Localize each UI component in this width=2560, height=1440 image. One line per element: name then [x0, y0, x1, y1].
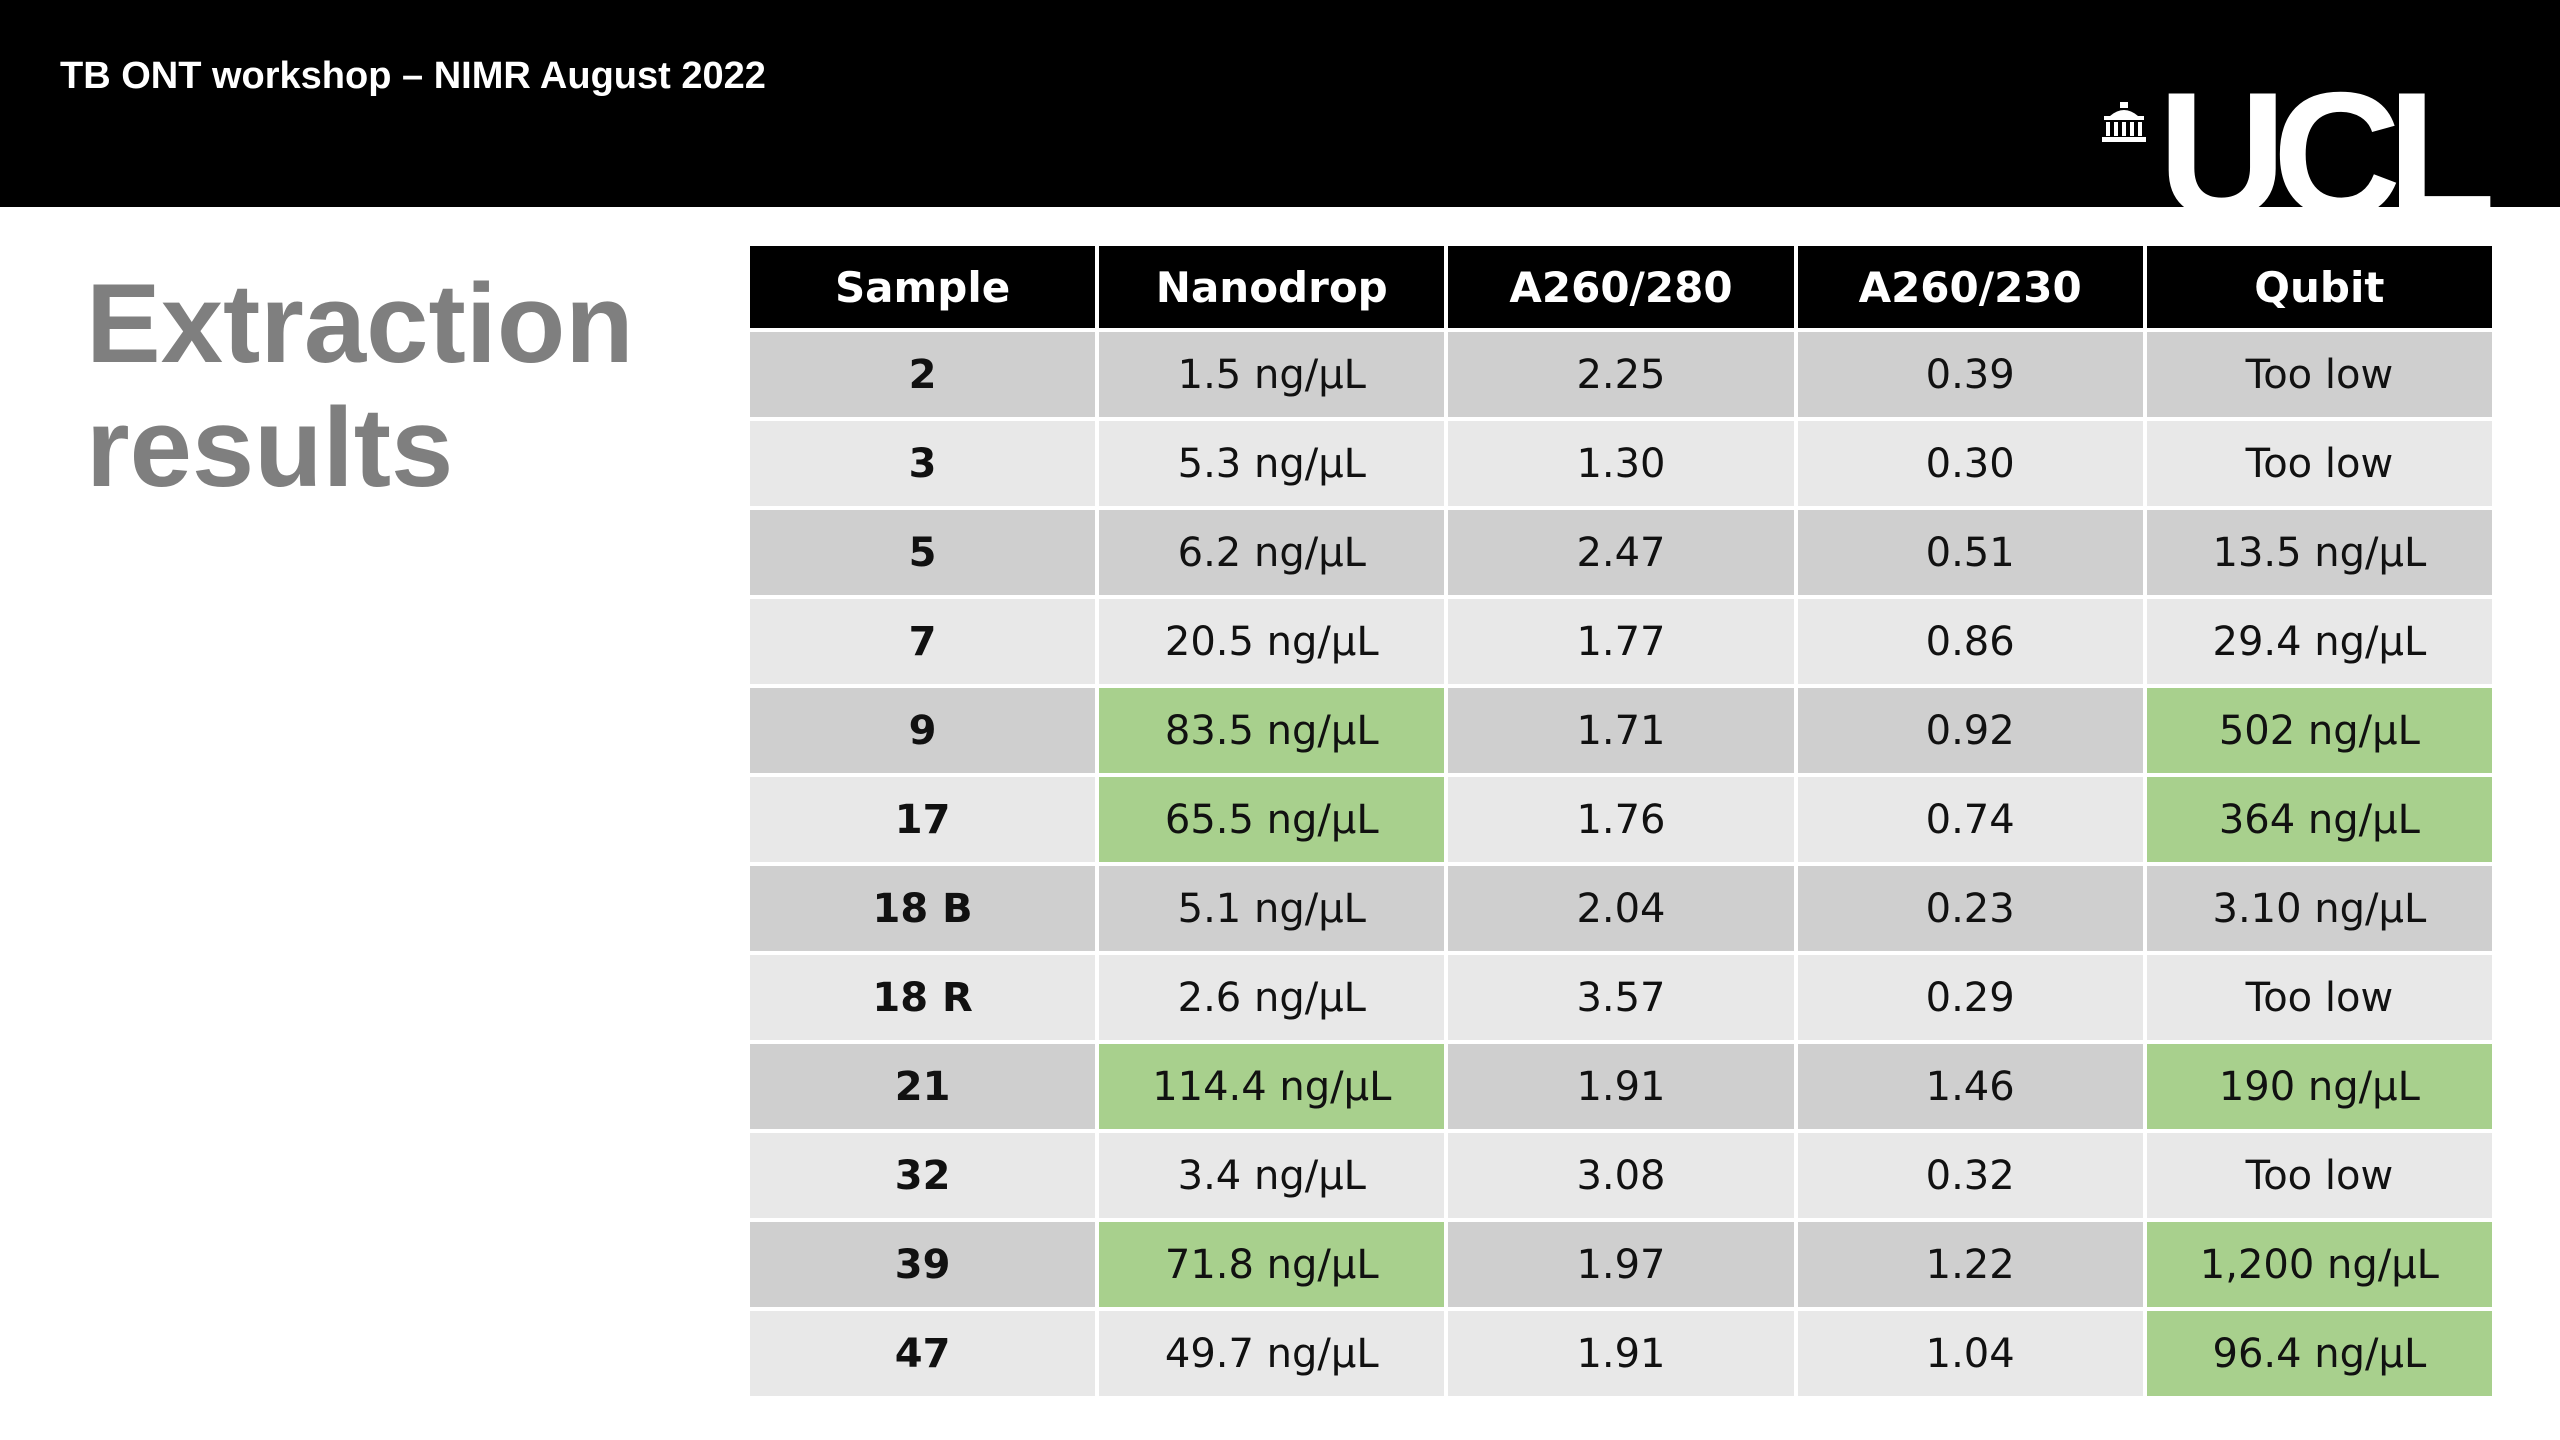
column-header-qubit: Qubit [2146, 246, 2492, 328]
table-header: Sample Nanodrop A260/280 A260/230 Qubit [750, 246, 2492, 328]
sample-cell: 9 [750, 688, 1096, 773]
table-row: 32 3.4 ng/µL 3.08 0.32 Too low [750, 1133, 2492, 1218]
qubit-cell: Too low [2146, 1133, 2492, 1218]
sample-cell: 7 [750, 599, 1096, 684]
column-header-a260-230: A260/230 [1797, 246, 2143, 328]
table-row: 47 49.7 ng/µL 1.91 1.04 96.4 ng/µL [750, 1311, 2492, 1396]
nanodrop-cell: 1.5 ng/µL [1099, 332, 1445, 417]
table-row: 18 B 5.1 ng/µL 2.04 0.23 3.10 ng/µL [750, 866, 2492, 951]
a260-230-cell: 1.04 [1797, 1311, 2143, 1396]
qubit-cell: Too low [2146, 332, 2492, 417]
a260-280-cell: 1.77 [1448, 599, 1794, 684]
workshop-title: TB ONT workshop – NIMR August 2022 [60, 55, 766, 97]
sample-cell: 32 [750, 1133, 1096, 1218]
a260-230-cell: 0.30 [1797, 421, 2143, 506]
a260-230-cell: 0.32 [1797, 1133, 2143, 1218]
a260-280-cell: 1.71 [1448, 688, 1794, 773]
table-row: 39 71.8 ng/µL 1.97 1.22 1,200 ng/µL [750, 1222, 2492, 1307]
a260-230-cell: 1.22 [1797, 1222, 2143, 1307]
column-header-a260-280: A260/280 [1448, 246, 1794, 328]
a260-230-cell: 0.92 [1797, 688, 2143, 773]
nanodrop-cell: 6.2 ng/µL [1099, 510, 1445, 595]
qubit-cell: 13.5 ng/µL [2146, 510, 2492, 595]
sample-cell: 39 [750, 1222, 1096, 1307]
nanodrop-cell: 114.4 ng/µL [1099, 1044, 1445, 1129]
a260-230-cell: 0.29 [1797, 955, 2143, 1040]
a260-230-cell: 0.86 [1797, 599, 2143, 684]
nanodrop-cell: 71.8 ng/µL [1099, 1222, 1445, 1307]
extraction-results-table: Sample Nanodrop A260/280 A260/230 Qubit … [746, 242, 2496, 1400]
qubit-cell: 502 ng/µL [2146, 688, 2492, 773]
table-row: 2 1.5 ng/µL 2.25 0.39 Too low [750, 332, 2492, 417]
qubit-cell: 96.4 ng/µL [2146, 1311, 2492, 1396]
table-body: 2 1.5 ng/µL 2.25 0.39 Too low 3 5.3 ng/µL 1.30 0… [750, 332, 2492, 1396]
a260-280-cell: 2.04 [1448, 866, 1794, 951]
a260-280-cell: 2.25 [1448, 332, 1794, 417]
qubit-cell: 29.4 ng/µL [2146, 599, 2492, 684]
sample-cell: 21 [750, 1044, 1096, 1129]
nanodrop-cell: 3.4 ng/µL [1099, 1133, 1445, 1218]
nanodrop-cell: 83.5 ng/µL [1099, 688, 1445, 773]
slide-title-line-1: Extraction [86, 261, 634, 386]
table-row: 9 83.5 ng/µL 1.71 0.92 502 ng/µL [750, 688, 2492, 773]
a260-230-cell: 0.23 [1797, 866, 2143, 951]
table-row: 3 5.3 ng/µL 1.30 0.30 Too low [750, 421, 2492, 506]
nanodrop-cell: 5.3 ng/µL [1099, 421, 1445, 506]
nanodrop-cell: 65.5 ng/µL [1099, 777, 1445, 862]
table-row: 17 65.5 ng/µL 1.76 0.74 364 ng/µL [750, 777, 2492, 862]
sample-cell: 3 [750, 421, 1096, 506]
qubit-cell: 190 ng/µL [2146, 1044, 2492, 1129]
header-bar: TB ONT workshop – NIMR August 2022 UCL [0, 0, 2560, 244]
a260-230-cell: 0.39 [1797, 332, 2143, 417]
portico-icon [2102, 102, 2146, 142]
table-row: 7 20.5 ng/µL 1.77 0.86 29.4 ng/µL [750, 599, 2492, 684]
slide-title: Extraction results [86, 262, 706, 510]
qubit-cell: 364 ng/µL [2146, 777, 2492, 862]
qubit-cell: Too low [2146, 421, 2492, 506]
a260-230-cell: 0.74 [1797, 777, 2143, 862]
ucl-logo: UCL [2100, 66, 2500, 244]
table-row: 21 114.4 ng/µL 1.91 1.46 190 ng/µL [750, 1044, 2492, 1129]
qubit-cell: 1,200 ng/µL [2146, 1222, 2492, 1307]
sample-cell: 47 [750, 1311, 1096, 1396]
a260-280-cell: 3.08 [1448, 1133, 1794, 1218]
a260-230-cell: 0.51 [1797, 510, 2143, 595]
a260-280-cell: 2.47 [1448, 510, 1794, 595]
sample-cell: 5 [750, 510, 1096, 595]
nanodrop-cell: 5.1 ng/µL [1099, 866, 1445, 951]
a260-280-cell: 1.30 [1448, 421, 1794, 506]
table-row: 18 R 2.6 ng/µL 3.57 0.29 Too low [750, 955, 2492, 1040]
a260-280-cell: 1.76 [1448, 777, 1794, 862]
qubit-cell: Too low [2146, 955, 2492, 1040]
table-header-row: Sample Nanodrop A260/280 A260/230 Qubit [750, 246, 2492, 328]
sample-cell: 18 R [750, 955, 1096, 1040]
a260-280-cell: 1.91 [1448, 1311, 1794, 1396]
sample-cell: 18 B [750, 866, 1096, 951]
a260-280-cell: 1.97 [1448, 1222, 1794, 1307]
column-header-nanodrop: Nanodrop [1099, 246, 1445, 328]
a260-280-cell: 1.91 [1448, 1044, 1794, 1129]
nanodrop-cell: 20.5 ng/µL [1099, 599, 1445, 684]
nanodrop-cell: 2.6 ng/µL [1099, 955, 1445, 1040]
a260-280-cell: 3.57 [1448, 955, 1794, 1040]
column-header-sample: Sample [750, 246, 1096, 328]
logo-wordmark: UCL [2158, 55, 2496, 254]
sample-cell: 2 [750, 332, 1096, 417]
a260-230-cell: 1.46 [1797, 1044, 2143, 1129]
slide-title-line-2: results [86, 385, 454, 510]
table-row: 5 6.2 ng/µL 2.47 0.51 13.5 ng/µL [750, 510, 2492, 595]
nanodrop-cell: 49.7 ng/µL [1099, 1311, 1445, 1396]
sample-cell: 17 [750, 777, 1096, 862]
qubit-cell: 3.10 ng/µL [2146, 866, 2492, 951]
